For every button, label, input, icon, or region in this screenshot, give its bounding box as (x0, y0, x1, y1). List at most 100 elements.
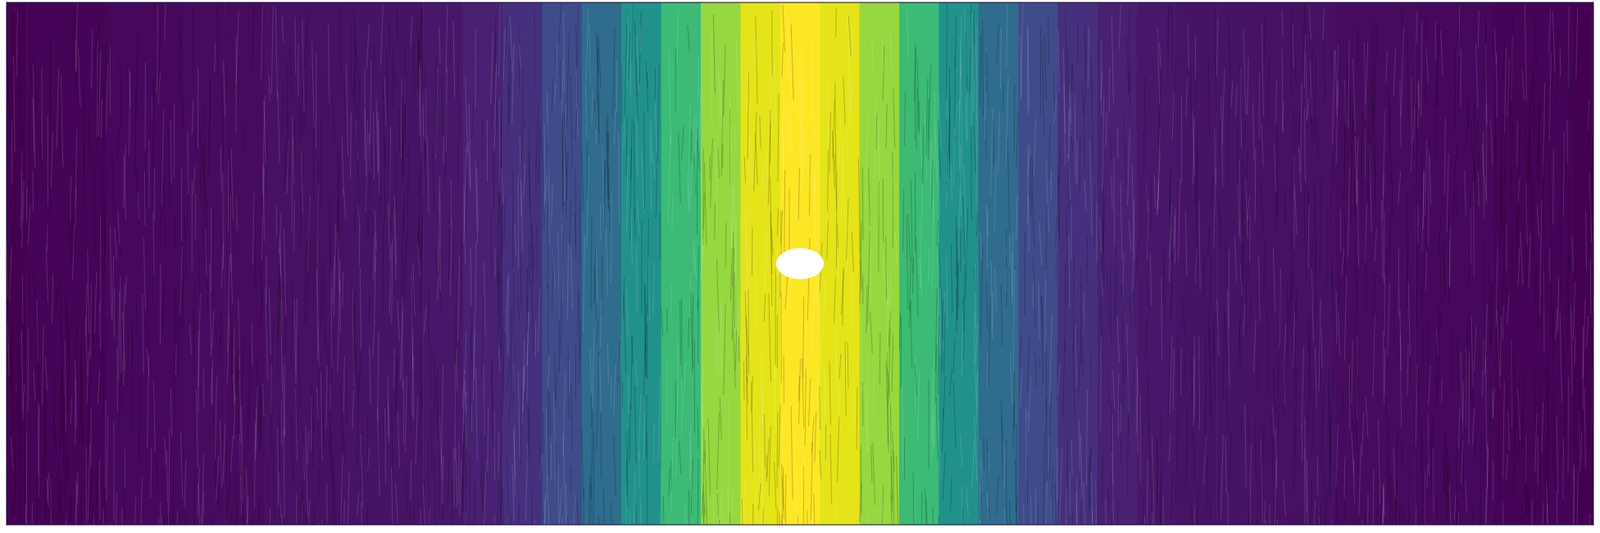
streak (1024, 231, 1026, 316)
streak (613, 109, 616, 146)
streak (536, 226, 538, 280)
streak (1586, 315, 1589, 348)
streak (935, 122, 937, 183)
streak (659, 211, 661, 260)
streak (1564, 150, 1566, 184)
streak (1209, 340, 1212, 429)
streak (339, 259, 341, 332)
streak (1040, 26, 1042, 115)
streak (1108, 372, 1110, 407)
streak (959, 65, 961, 119)
streak (976, 210, 978, 237)
streak (1000, 27, 1002, 90)
streak (686, 173, 689, 212)
streak (610, 501, 613, 525)
streak (1400, 26, 1404, 117)
streak (1476, 43, 1478, 110)
streak (229, 145, 231, 242)
streak (1146, 188, 1149, 252)
streak (1539, 284, 1541, 314)
streak (1113, 369, 1115, 410)
streak (1075, 326, 1077, 387)
streak (973, 45, 975, 112)
streak (509, 397, 512, 424)
streak (1129, 298, 1132, 328)
streak (68, 458, 69, 486)
streak (90, 282, 91, 359)
streak (675, 380, 677, 439)
streak (1177, 336, 1181, 401)
streak (94, 36, 96, 68)
streak (697, 128, 700, 170)
streak (177, 300, 179, 378)
streak (518, 503, 519, 525)
streak (509, 15, 513, 73)
streak (116, 346, 119, 412)
streak (11, 118, 13, 184)
streak (341, 136, 344, 196)
streak (1055, 214, 1058, 246)
heat-cell (105, 2, 146, 525)
streak (1009, 499, 1012, 525)
streak (781, 42, 784, 77)
streak (439, 27, 441, 64)
streak (1163, 496, 1165, 525)
streak (1147, 278, 1150, 310)
streak (1100, 217, 1102, 254)
streak (1418, 359, 1420, 441)
streak (377, 118, 380, 170)
streak (372, 235, 374, 280)
streak (578, 201, 580, 264)
streak (1324, 465, 1326, 525)
streak (937, 314, 939, 395)
streak (1240, 59, 1243, 122)
streak (1531, 163, 1533, 257)
streak (442, 504, 444, 525)
streak (640, 220, 642, 315)
streak (302, 50, 305, 96)
streak (915, 236, 919, 318)
streak (377, 407, 381, 496)
streak (577, 4, 579, 62)
streak (26, 431, 28, 525)
streak (1141, 498, 1144, 525)
streak (472, 310, 475, 401)
streak (667, 361, 669, 427)
streak (64, 340, 66, 432)
streak (439, 193, 441, 291)
streak (1341, 248, 1345, 275)
streak (78, 47, 81, 107)
streak (329, 195, 331, 281)
streak (745, 210, 747, 309)
streak (1552, 391, 1554, 469)
streak (814, 410, 817, 463)
streak (355, 343, 359, 406)
streak (1429, 155, 1432, 205)
streak (714, 142, 716, 205)
streak (415, 397, 419, 464)
streak (1482, 144, 1485, 176)
streak (48, 509, 50, 525)
streak (194, 282, 196, 352)
streak (538, 127, 541, 186)
streak (384, 408, 387, 484)
streak (683, 363, 686, 410)
streak (799, 359, 801, 424)
streak (342, 499, 345, 525)
streak (761, 448, 763, 525)
streak (724, 513, 726, 525)
streak (210, 208, 212, 292)
streak (90, 408, 91, 467)
streak (840, 139, 844, 223)
streak (558, 232, 560, 321)
streak (112, 152, 115, 219)
heat-cell (304, 2, 345, 525)
streak (1556, 490, 1558, 525)
streak (1091, 79, 1094, 173)
streak (1281, 49, 1284, 134)
streak (755, 132, 759, 186)
streak (1484, 22, 1487, 87)
streak (1331, 346, 1335, 421)
heat-cell (1018, 2, 1059, 525)
streak (1007, 138, 1010, 232)
